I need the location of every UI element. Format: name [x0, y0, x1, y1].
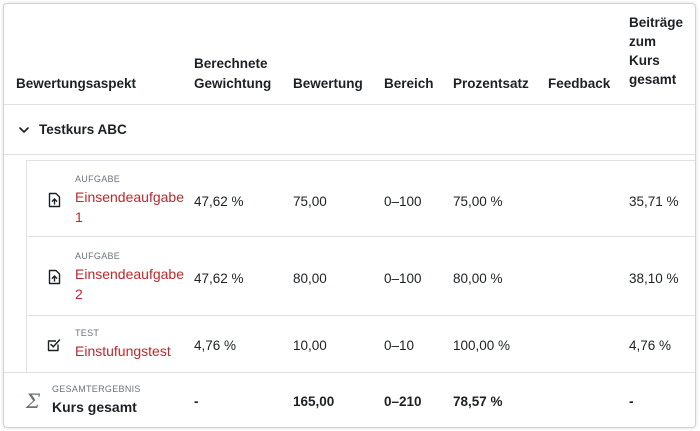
item-link-line1: Einsendeaufgabe — [75, 189, 184, 205]
item-link-line1: Einsendeaufgabe — [75, 266, 184, 282]
item-link-line2: 1 — [75, 209, 83, 225]
divider — [26, 160, 695, 161]
assignment-upload-icon — [46, 190, 62, 210]
course-name: Testkurs ABC — [39, 122, 127, 137]
chevron-down-icon[interactable] — [16, 120, 32, 140]
weight-value: 47,62 % — [194, 271, 244, 286]
assignment-upload-icon — [46, 267, 62, 287]
weight-value: 4,76 % — [194, 338, 237, 353]
quiz-checkbox-icon — [46, 335, 62, 355]
col-header-aspect: Bewertungsaspekt — [16, 76, 137, 91]
item-link-line2: 2 — [75, 286, 83, 302]
contribution-value: 38,10 % — [629, 271, 679, 286]
percent-value: 100,00 % — [453, 338, 511, 353]
divider — [4, 372, 695, 373]
col-header-weight-line1: Berechnete — [194, 56, 268, 71]
col-header-contribution-line2: zum — [629, 34, 656, 49]
item-link-einsendeaufgabe-2[interactable]: Einsendeaufgabe 2 — [75, 264, 190, 304]
contribution-value: 4,76 % — [629, 338, 672, 353]
col-header-feedback: Feedback — [548, 76, 611, 91]
total-grade: 165,00 — [293, 394, 335, 409]
divider — [26, 315, 695, 316]
divider — [4, 104, 695, 105]
total-range: 0–210 — [384, 394, 422, 409]
divider — [26, 236, 695, 237]
total-name: Kurs gesamt — [52, 399, 137, 415]
item-type-label: AUFGABE — [75, 251, 121, 261]
total-contribution: - — [629, 394, 634, 409]
contribution-value: 35,71 % — [629, 194, 679, 209]
divider — [4, 154, 695, 155]
col-header-weight-line2: Gewichtung — [194, 76, 272, 91]
percent-value: 80,00 % — [453, 271, 503, 286]
grade-value: 80,00 — [293, 271, 327, 286]
col-header-contribution: Beiträge zum Kurs gesamt — [629, 13, 683, 89]
percent-value: 75,00 % — [453, 194, 503, 209]
item-type-label: AUFGABE — [75, 174, 121, 184]
weight-value: 47,62 % — [194, 194, 244, 209]
range-value: 0–100 — [384, 271, 422, 286]
total-weight: - — [194, 394, 199, 409]
total-percent: 78,57 % — [453, 394, 503, 409]
sigma-icon: Σ — [25, 389, 41, 413]
item-type-label: TEST — [75, 328, 100, 338]
item-link-einstufungstest[interactable]: Einstufungstest — [75, 341, 190, 361]
range-value: 0–100 — [384, 194, 422, 209]
item-link-line1: Einstufungstest — [75, 343, 171, 359]
col-header-contribution-line3: Kurs — [629, 53, 660, 68]
total-type-label: GESAMTERGEBNIS — [52, 384, 141, 394]
col-header-range: Bereich — [384, 76, 434, 91]
grade-value: 10,00 — [293, 338, 327, 353]
col-header-percent: Prozentsatz — [453, 76, 529, 91]
col-header-grade: Bewertung — [293, 76, 363, 91]
grade-report-table: Bewertungsaspekt Berechnete Gewichtung B… — [3, 3, 696, 428]
col-header-contribution-line4: gesamt — [629, 72, 677, 87]
category-indent-line — [26, 160, 27, 372]
range-value: 0–10 — [384, 338, 415, 353]
item-link-einsendeaufgabe-1[interactable]: Einsendeaufgabe 1 — [75, 187, 190, 227]
grade-value: 75,00 — [293, 194, 327, 209]
col-header-contribution-line1: Beiträge — [629, 15, 684, 30]
col-header-weight: Berechnete Gewichtung — [194, 54, 271, 94]
